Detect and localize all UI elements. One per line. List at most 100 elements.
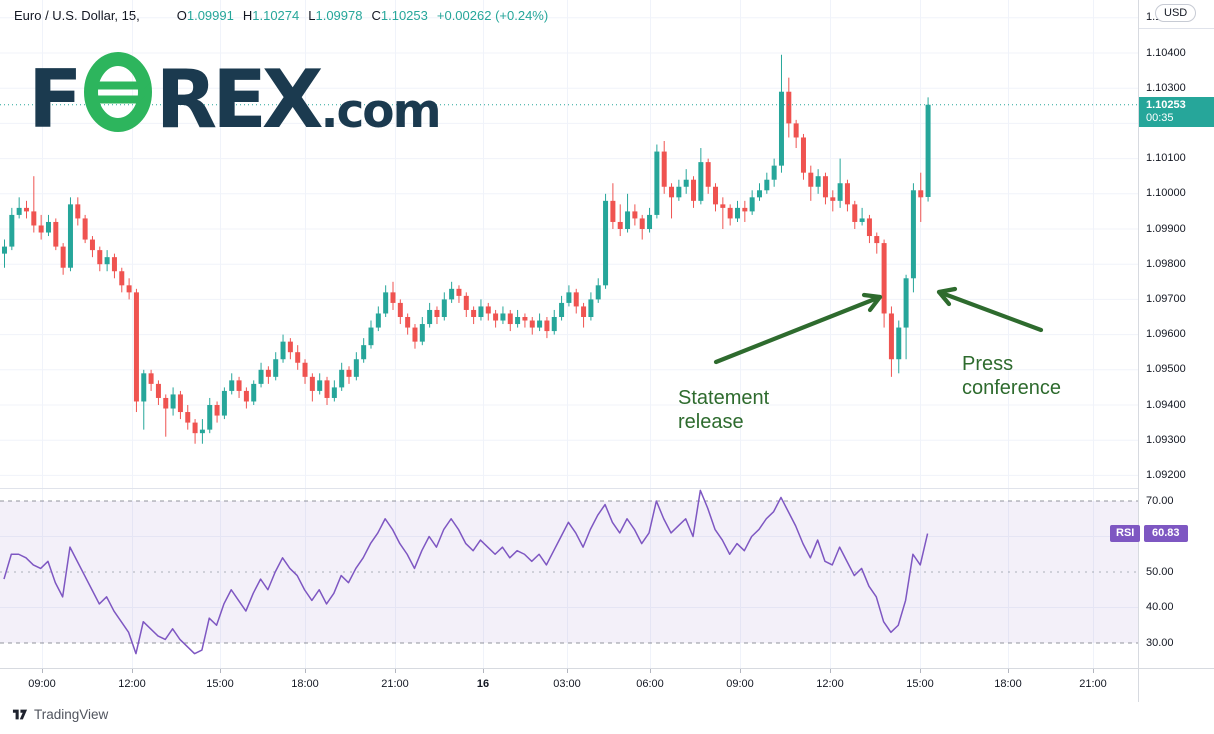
- bar-countdown: 00:35: [1146, 112, 1174, 125]
- time-axis-tick: [567, 669, 568, 673]
- time-axis-label: 03:00: [553, 678, 581, 690]
- candle-body: [229, 380, 235, 391]
- candle-body: [529, 320, 535, 328]
- time-axis-label: 15:00: [906, 678, 934, 690]
- time-axis-label: 15:00: [206, 678, 234, 690]
- candle-body: [148, 373, 154, 384]
- currency-usd-button[interactable]: USD: [1155, 4, 1197, 22]
- candle-body: [778, 91, 784, 166]
- tradingview-attribution[interactable]: TradingView: [12, 707, 108, 722]
- candle-body: [31, 211, 37, 226]
- price-axis-label: 1.09700: [1146, 292, 1186, 305]
- candle-body: [9, 214, 15, 247]
- candle-body: [544, 320, 550, 332]
- candle-body: [258, 369, 264, 384]
- statement-release-annotation[interactable]: Statement release: [678, 386, 769, 434]
- press-conference-annotation[interactable]: Press conference: [962, 352, 1061, 400]
- price-axis-label: 1.09900: [1146, 222, 1186, 235]
- candle-body: [324, 380, 330, 398]
- candle-body: [412, 327, 418, 342]
- price-axis-label: 1.09200: [1146, 468, 1186, 481]
- candle-body: [822, 176, 828, 198]
- candle-body: [185, 412, 191, 423]
- candle-body: [53, 221, 59, 247]
- change-value: +0.00262 (+0.24%): [436, 8, 549, 23]
- candle-body: [888, 313, 894, 360]
- candle-body: [192, 422, 198, 434]
- annotation-arrowhead: [861, 292, 883, 313]
- candle-body: [243, 390, 249, 402]
- candle-body: [485, 306, 491, 314]
- candle-body: [603, 200, 609, 286]
- time-axis-date-label: 16: [476, 678, 490, 690]
- candle-body: [273, 359, 279, 377]
- candle-body: [126, 285, 132, 293]
- chart-canvas[interactable]: [0, 0, 1138, 702]
- current-price-badge: 1.10253 00:35: [1139, 97, 1214, 128]
- candle-body: [808, 172, 814, 187]
- candle-body: [903, 278, 909, 328]
- time-axis[interactable]: 09:00 12:00 15:00 18:00 21:00 16 03:00 06:00 09:…: [0, 668, 1214, 703]
- time-axis-tick: [1093, 669, 1094, 673]
- time-axis-tick: [830, 669, 831, 673]
- candle-body: [155, 383, 161, 398]
- candle-body: [537, 320, 543, 328]
- time-axis-tick: [740, 669, 741, 673]
- candle-body: [573, 292, 579, 307]
- time-axis-tick: [1008, 669, 1009, 673]
- ohlc-open: O1.09991: [176, 8, 234, 23]
- candle-body: [647, 214, 653, 229]
- candle-body: [331, 387, 337, 398]
- candle-body: [133, 292, 139, 402]
- rsi-axis-label: 50.00: [1146, 565, 1174, 578]
- annotation-arrow: [713, 294, 883, 365]
- candle-body: [463, 295, 469, 310]
- candle-body: [786, 91, 792, 124]
- candle-body: [45, 221, 51, 233]
- candle-body: [214, 405, 220, 416]
- candle-body: [177, 394, 183, 413]
- candle-body: [434, 309, 440, 317]
- candle-body: [844, 183, 850, 205]
- rsi-line: [3, 489, 929, 655]
- time-axis-tick: [483, 669, 484, 673]
- time-axis-tick: [132, 669, 133, 673]
- candle-body: [735, 207, 740, 219]
- candle-body: [60, 246, 66, 268]
- rsi-indicator-badge[interactable]: RSI: [1110, 524, 1141, 542]
- candle-body: [265, 369, 271, 377]
- price-axis-label: 1.09400: [1146, 398, 1186, 411]
- time-axis-tick: [42, 669, 43, 673]
- candle-body: [456, 288, 462, 296]
- candle-body: [830, 197, 836, 201]
- symbol-legend[interactable]: Euro / U.S. Dollar, 15, O1.09991 H1.1027…: [14, 8, 548, 23]
- price-axis-label: 1.09600: [1146, 328, 1186, 341]
- axis-header-divider: [1139, 28, 1214, 29]
- candle-body: [507, 313, 513, 325]
- rsi-value-badge: 60.83: [1144, 524, 1188, 542]
- time-axis-label: 18:00: [994, 678, 1022, 690]
- candle-body: [221, 390, 227, 416]
- candle-body: [251, 383, 257, 402]
- candle-body: [698, 162, 704, 201]
- price-axis[interactable]: USD 1.10253 00:35 1.105001.104001.103001…: [1138, 0, 1214, 702]
- time-axis-tick: [920, 669, 921, 673]
- candle-body: [471, 309, 477, 317]
- current-price-value: 1.10253: [1146, 99, 1186, 112]
- ohlc-close: C1.10253: [371, 8, 428, 23]
- forex-logo-com: .com: [320, 84, 442, 139]
- candle-body: [617, 221, 623, 229]
- candle-body: [866, 218, 872, 237]
- candle-body: [566, 292, 572, 303]
- candle-body: [309, 376, 315, 391]
- candle-body: [581, 306, 587, 317]
- rsi-axis-label: 40.00: [1146, 601, 1174, 613]
- candle-body: [207, 405, 213, 430]
- ohlc-high: H1.10274: [242, 8, 300, 23]
- tradingview-logo-icon: [12, 709, 28, 720]
- candle-body: [588, 299, 594, 317]
- candle-body: [595, 285, 601, 300]
- price-axis-label: 1.09300: [1146, 433, 1186, 446]
- time-axis-label: 21:00: [381, 678, 409, 690]
- candle-body: [163, 397, 169, 409]
